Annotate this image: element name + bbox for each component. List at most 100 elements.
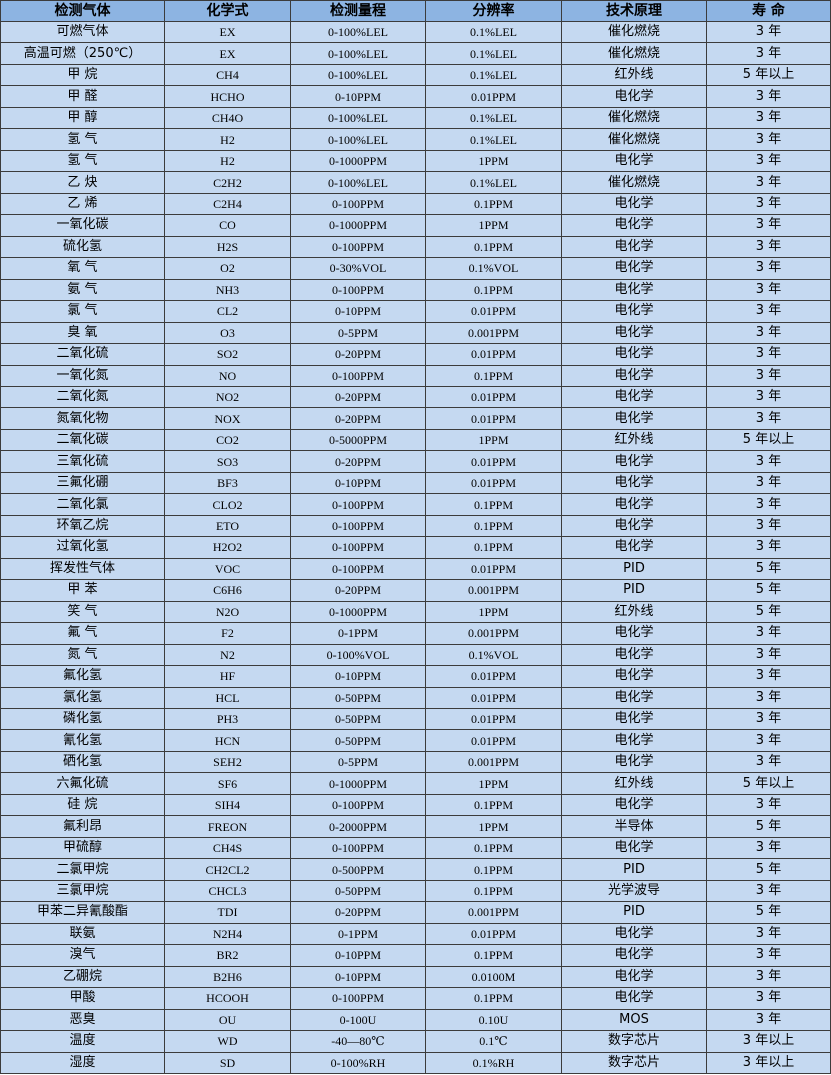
cell-lifetime: 3 年 — [706, 106, 831, 130]
cell-resolution: 0.1PPM — [425, 235, 562, 259]
cell-gas: 氯化氢 — [0, 686, 165, 710]
cell-range: 0-1000PPM — [290, 772, 426, 795]
cell-gas: 氨 气 — [0, 278, 165, 302]
cell-gas: 挥发性气体 — [0, 557, 165, 581]
cell-lifetime: 3 年 — [706, 536, 831, 559]
table-row: 甲 醛 HCHO 0-10PPM 0.01PPM 电化学 3 年 — [0, 85, 831, 108]
cell-resolution: 0.1PPM — [425, 493, 562, 516]
cell-lifetime: 5 年以上 — [706, 63, 831, 87]
cell-principle: 电化学 — [561, 793, 707, 817]
table-row: 氟 气 F2 0-1PPM 0.001PPM 电化学 3 年 — [0, 622, 831, 645]
cell-range: 0-5PPM — [290, 750, 426, 774]
table-header-row: 检测气体 化学式 检测量程 分辨率 技术原理寿 命 — [0, 0, 831, 22]
cell-formula: SD — [164, 1051, 291, 1074]
cell-formula: CH4S — [164, 836, 291, 860]
cell-resolution: 0.01PPM — [425, 922, 562, 946]
cell-resolution: 0.01PPM — [425, 665, 562, 688]
cell-gas: 一氧化氮 — [0, 364, 165, 387]
cell-formula: BR2 — [164, 944, 291, 967]
cell-formula: CO — [164, 214, 291, 237]
cell-principle: 电化学 — [561, 214, 707, 237]
cell-gas: 乙硼烷 — [0, 965, 165, 989]
cell-resolution: 0.1%LEL — [425, 20, 562, 44]
cell-resolution: 0.1%VOL — [425, 643, 562, 667]
cell-gas: 溴气 — [0, 944, 165, 967]
cell-principle: 半导体 — [561, 815, 707, 838]
cell-gas: 三氧化硫 — [0, 450, 165, 473]
table-row: 氟化氢 HF 0-10PPM 0.01PPM 电化学 3 年 — [0, 665, 831, 688]
cell-resolution: 0.01PPM — [425, 471, 562, 495]
cell-formula: SO2 — [164, 343, 291, 366]
cell-resolution: 0.1PPM — [425, 793, 562, 817]
cell-resolution: 0.1PPM — [425, 192, 562, 216]
cell-formula: BF3 — [164, 471, 291, 495]
cell-lifetime: 3 年以上 — [706, 1051, 831, 1074]
table-row: 甲硫醇 CH4S 0-100PPM 0.1PPM 电化学 3 年 — [0, 836, 831, 860]
cell-lifetime: 3 年 — [706, 321, 831, 345]
cell-lifetime: 3 年 — [706, 836, 831, 860]
cell-range: 0-5PPM — [290, 321, 426, 345]
table-row: 挥发性气体 VOC 0-100PPM 0.01PPM PID 5 年 — [0, 557, 831, 581]
table-row: 恶臭 OU 0-100U 0.10U MOS 3 年 — [0, 1008, 831, 1032]
cell-principle: 电化学 — [561, 385, 707, 409]
table-row: 磷化氢 PH3 0-50PPM 0.01PPM 电化学 3 年 — [0, 707, 831, 731]
cell-gas: 一氧化碳 — [0, 214, 165, 237]
cell-principle: 电化学 — [561, 686, 707, 710]
cell-principle: 电化学 — [561, 729, 707, 752]
cell-principle: 电化学 — [561, 944, 707, 967]
cell-formula: NH3 — [164, 278, 291, 302]
cell-range: 0-20PPM — [290, 901, 426, 924]
cell-lifetime: 3 年 — [706, 235, 831, 259]
cell-range: 0-10PPM — [290, 944, 426, 967]
cell-range: 0-100PPM — [290, 987, 426, 1010]
cell-range: 0-50PPM — [290, 729, 426, 752]
cell-gas: 笑 气 — [0, 600, 165, 624]
cell-principle: 催化燃烧 — [561, 20, 707, 44]
cell-resolution: 1PPM — [425, 428, 562, 452]
cell-range: 0-50PPM — [290, 686, 426, 710]
cell-gas: 联氨 — [0, 922, 165, 946]
cell-range: 0-100PPM — [290, 836, 426, 860]
cell-gas: 甲 醛 — [0, 85, 165, 108]
cell-resolution: 0.01PPM — [425, 557, 562, 581]
cell-lifetime: 3 年 — [706, 471, 831, 495]
cell-principle: 电化学 — [561, 750, 707, 774]
cell-lifetime: 3 年 — [706, 343, 831, 366]
table-row: 硅 烷 SIH4 0-100PPM 0.1PPM 电化学 3 年 — [0, 793, 831, 817]
cell-principle: 数字芯片 — [561, 1051, 707, 1074]
cell-principle: 电化学 — [561, 922, 707, 946]
cell-range: 0-100%LEL — [290, 63, 426, 87]
cell-range: 0-100%LEL — [290, 128, 426, 151]
table-row: 三氧化硫 SO3 0-20PPM 0.01PPM 电化学 3 年 — [0, 450, 831, 473]
cell-principle: 催化燃烧 — [561, 42, 707, 65]
cell-principle: 红外线 — [561, 428, 707, 452]
cell-resolution: 0.1PPM — [425, 364, 562, 387]
cell-formula: C2H4 — [164, 192, 291, 216]
cell-formula: HCHO — [164, 85, 291, 108]
cell-range: 0-10PPM — [290, 300, 426, 323]
cell-resolution: 0.1%VOL — [425, 257, 562, 280]
cell-formula: N2H4 — [164, 922, 291, 946]
cell-lifetime: 3 年 — [706, 300, 831, 323]
cell-principle: 电化学 — [561, 622, 707, 645]
cell-principle: PID — [561, 557, 707, 581]
cell-lifetime: 3 年 — [706, 385, 831, 409]
cell-resolution: 0.1PPM — [425, 278, 562, 302]
cell-formula: EX — [164, 20, 291, 44]
cell-resolution: 0.001PPM — [425, 321, 562, 345]
cell-principle: 电化学 — [561, 493, 707, 516]
cell-formula: HF — [164, 665, 291, 688]
cell-formula: VOC — [164, 557, 291, 581]
cell-range: 0-10PPM — [290, 665, 426, 688]
cell-formula: FREON — [164, 815, 291, 838]
cell-gas: 氟化氢 — [0, 665, 165, 688]
cell-range: 0-100PPM — [290, 235, 426, 259]
table-row: 甲 烷 CH4 0-100%LEL 0.1%LEL 红外线 5 年以上 — [0, 63, 831, 87]
cell-principle: 电化学 — [561, 278, 707, 302]
cell-resolution: 1PPM — [425, 772, 562, 795]
cell-gas: 二氧化氮 — [0, 385, 165, 409]
cell-resolution: 0.01PPM — [425, 407, 562, 430]
cell-principle: 电化学 — [561, 471, 707, 495]
cell-lifetime: 3 年 — [706, 750, 831, 774]
